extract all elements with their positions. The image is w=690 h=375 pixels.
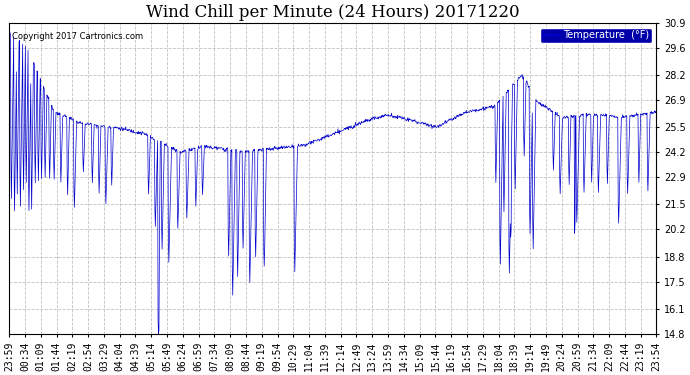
Text: Copyright 2017 Cartronics.com: Copyright 2017 Cartronics.com [12, 32, 144, 41]
Title: Wind Chill per Minute (24 Hours) 20171220: Wind Chill per Minute (24 Hours) 2017122… [146, 4, 520, 21]
Legend: Temperature  (°F): Temperature (°F) [540, 28, 651, 44]
